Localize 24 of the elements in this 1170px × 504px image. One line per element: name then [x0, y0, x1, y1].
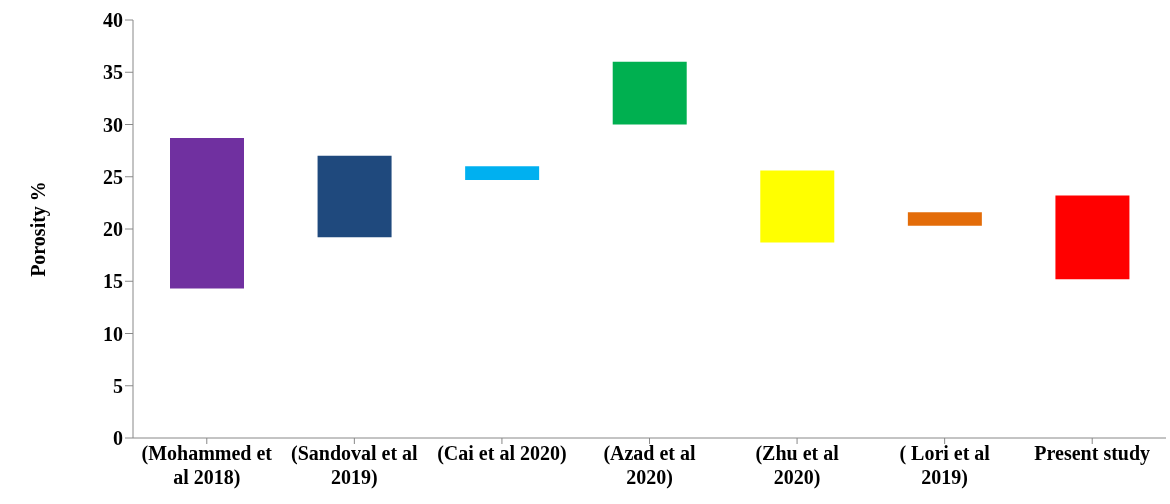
bar: [612, 61, 687, 125]
y-tick-label: 5: [113, 374, 123, 397]
bar: [170, 138, 244, 289]
x-tick-label: Present study: [1034, 442, 1151, 465]
x-tick-label: ( Lori et al 2019): [899, 442, 991, 489]
x-tick-label: (Azad et al 2020): [603, 442, 697, 489]
bar: [465, 166, 540, 180]
x-tick-label: (Zhu et al 2020): [755, 442, 840, 489]
x-tick-label: (Cai et al 2020): [437, 442, 567, 465]
x-tick-label: (Sandoval et al 2019): [291, 442, 419, 489]
y-tick-label: 20: [103, 218, 123, 241]
y-tick-label: 40: [103, 9, 123, 32]
y-tick-label: 30: [103, 113, 123, 136]
y-tick-label: 0: [113, 427, 123, 450]
x-tick-label: (Mohammed et al 2018): [141, 442, 273, 489]
y-axis-title: Porosity %: [27, 181, 51, 277]
bar: [1055, 195, 1130, 280]
y-tick-label: 25: [103, 165, 123, 188]
y-tick-label: 15: [103, 270, 123, 293]
bar: [760, 170, 835, 243]
bar: [907, 212, 982, 226]
bar: [317, 155, 392, 238]
y-tick-label: 35: [103, 61, 123, 84]
y-tick-label: 10: [103, 322, 123, 345]
